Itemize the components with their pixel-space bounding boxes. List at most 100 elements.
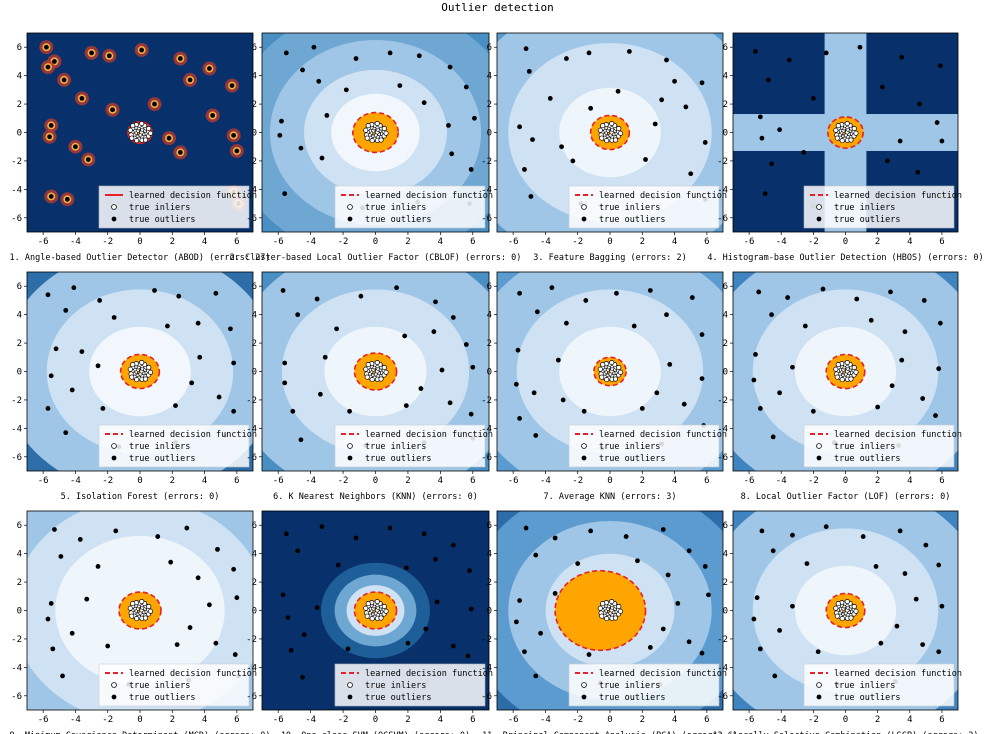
inlier-point	[381, 603, 387, 609]
decision-boundary	[825, 353, 866, 390]
outlier-point	[405, 640, 411, 646]
x-tick-label: 4	[438, 237, 443, 247]
outlier-point	[314, 605, 320, 611]
outlier-point	[288, 647, 294, 653]
outlier-point	[538, 630, 543, 636]
outlier-point	[470, 364, 476, 370]
legend: learned decision function true inliers tru…	[98, 424, 257, 468]
inlier-point	[853, 130, 859, 136]
legend-box	[803, 663, 955, 707]
x-tick-label: -2	[102, 237, 113, 247]
y-tick-label: -6	[246, 214, 257, 224]
x-tick-label: 4	[672, 476, 677, 486]
inlier-point	[147, 608, 154, 614]
legend-label: true outliers	[129, 215, 196, 225]
outlier-point	[213, 640, 219, 646]
subplot-10: -6 -4 -2 0 2 4 6 -6 -4 -2 0 2 4 6 learned decision fun…	[246, 510, 493, 734]
outlier-point	[631, 323, 637, 329]
legend-label: true inliers	[834, 203, 895, 213]
outlier-point	[939, 603, 945, 609]
outlier-point	[533, 673, 539, 679]
outlier-point	[635, 558, 640, 564]
legend-label: learned decision function	[129, 430, 257, 440]
inlier-point	[139, 121, 145, 127]
outlier-point	[936, 366, 942, 372]
outlier-point	[526, 68, 532, 74]
inlier-point	[129, 135, 135, 141]
outlier-point	[449, 151, 455, 157]
outlier-point	[933, 413, 938, 418]
outlier-point	[643, 157, 648, 162]
subplot-title: 4. Histogram-base Outlier Detection (HBO…	[707, 253, 983, 263]
outlier-point	[387, 525, 393, 531]
x-tick-label: -4	[540, 715, 551, 725]
y-tick-label: -6	[481, 453, 492, 463]
outlier-point	[559, 144, 564, 150]
y-tick-label: -2	[481, 635, 492, 645]
x-tick-label: 2	[640, 476, 645, 486]
inlier-point	[844, 360, 850, 366]
inlier-point	[130, 123, 136, 129]
inlier-point	[381, 364, 387, 370]
legend-outlier-marker	[581, 216, 587, 222]
legend-outlier-marker	[581, 455, 587, 461]
outlier-point	[61, 77, 67, 83]
x-tick-label: 0	[607, 476, 612, 486]
y-tick-label: 4	[487, 311, 492, 321]
inlier-point	[844, 121, 850, 127]
legend-box	[568, 424, 720, 468]
inlier-point	[363, 127, 369, 133]
outlier-point	[920, 396, 926, 401]
inlier-point	[612, 615, 619, 621]
outlier-point	[897, 528, 903, 534]
outlier-point	[447, 400, 453, 406]
inlier-point	[365, 123, 371, 129]
inlier-point	[848, 615, 854, 621]
legend-inlier-marker	[816, 682, 822, 688]
outlier-point	[189, 380, 195, 386]
legend-inlier-marker	[581, 204, 587, 210]
outlier-point	[277, 132, 283, 138]
y-tick-label: -4	[246, 185, 257, 195]
y-tick-label: 0	[487, 129, 492, 139]
outlier-point	[290, 408, 296, 414]
legend-box	[334, 424, 486, 468]
outlier-point	[681, 401, 687, 407]
outlier-point	[84, 596, 90, 602]
inlier-point	[364, 374, 370, 380]
outlier-point	[765, 77, 771, 83]
inlier-point	[127, 605, 133, 611]
y-tick-label: -2	[717, 157, 728, 167]
outlier-point	[785, 295, 791, 300]
plot-area	[733, 272, 958, 471]
inlier-point	[364, 613, 370, 619]
x-tick-label: 0	[137, 715, 142, 725]
outlier-point	[353, 56, 359, 61]
y-tick-label: -4	[481, 185, 492, 195]
x-tick-label: 2	[405, 715, 410, 725]
x-tick-label: -4	[540, 237, 551, 247]
inlier-point	[597, 127, 603, 133]
outlier-point	[232, 652, 238, 657]
outlier-point	[706, 592, 711, 598]
legend-label: true outliers	[365, 454, 432, 464]
outlier-point	[358, 293, 364, 299]
legend: learned decision function true inliers tru…	[803, 185, 962, 229]
inlier-point	[851, 603, 857, 609]
x-tick-label: -4	[305, 715, 316, 725]
x-tick-label: -2	[572, 715, 583, 725]
legend-label: true inliers	[129, 203, 190, 213]
outlier-point	[95, 564, 101, 569]
outlier-point	[884, 158, 890, 164]
outlier-point	[757, 114, 763, 120]
inlier-point	[134, 616, 140, 622]
outlier-point	[555, 357, 561, 363]
outlier-point	[421, 531, 427, 537]
x-tick-label: 2	[875, 476, 880, 486]
decision-boundary	[119, 353, 161, 390]
outlier-point	[854, 296, 860, 302]
x-tick-label: -4	[70, 476, 81, 486]
y-tick-label: 0	[487, 368, 492, 378]
inlier-point	[599, 374, 605, 380]
y-tick-label: 4	[487, 72, 492, 82]
